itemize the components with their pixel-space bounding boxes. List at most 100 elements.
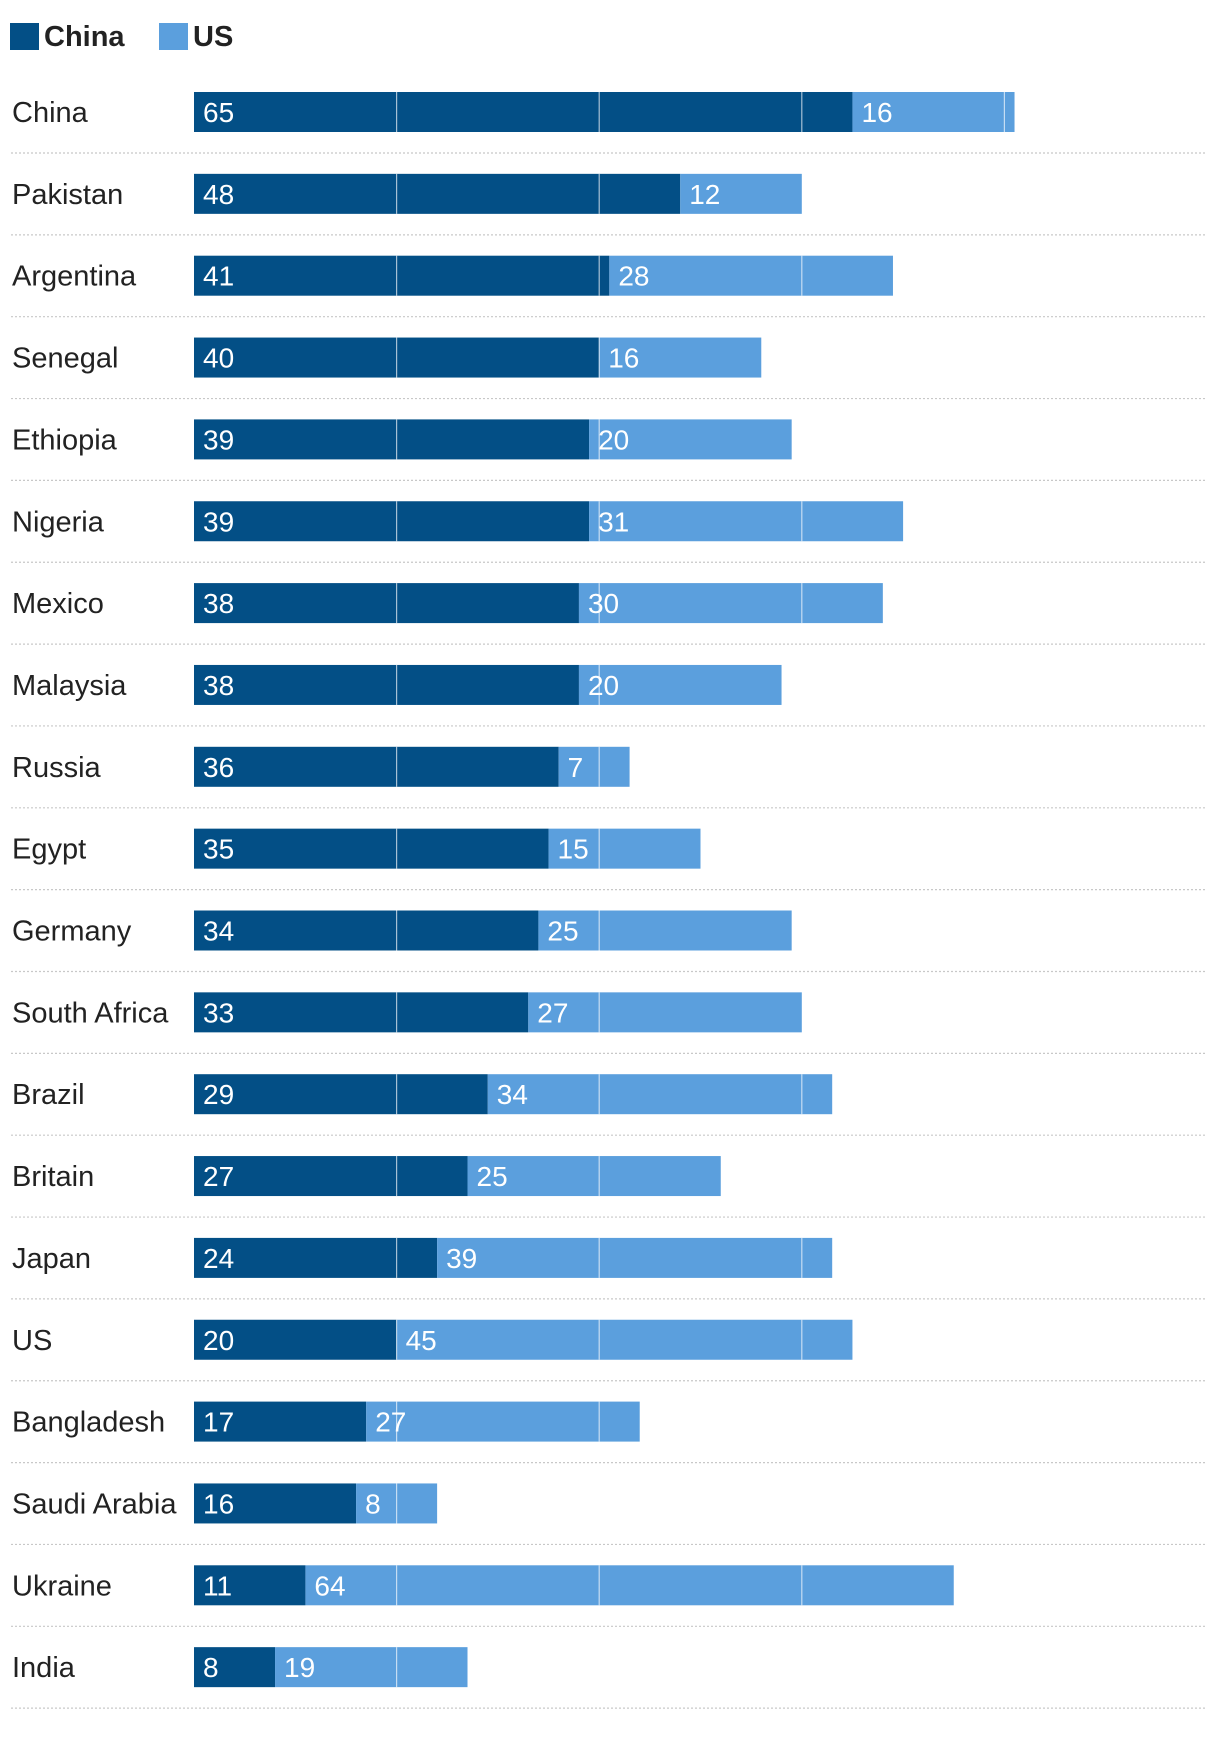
value-label-china-us: 20 [203,1325,234,1356]
bar-china-malaysia [194,664,579,705]
bar-us-ukraine [305,1565,954,1606]
value-label-us-india: 19 [284,1652,315,1683]
value-label-china-senegal: 40 [203,343,234,374]
value-label-us-pakistan: 12 [689,179,720,210]
value-label-us-russia: 7 [568,752,584,783]
category-label-pakistan: Pakistan [12,179,123,211]
value-label-us-nigeria: 31 [598,506,629,537]
category-label-saudi-arabia: Saudi Arabia [12,1488,177,1520]
bar-china-us [194,1319,397,1360]
category-label-nigeria: Nigeria [12,506,105,538]
bar-us-ethiopia [589,419,792,460]
legend-swatch-china [10,23,39,50]
value-label-china-britain: 27 [203,1161,234,1192]
value-label-us-argentina: 28 [618,261,649,292]
value-label-us-ethiopia: 20 [598,424,629,455]
value-label-china-japan: 24 [203,1243,234,1274]
bar-us-senegal [599,337,762,378]
bar-us-malaysia [578,664,782,705]
value-label-us-japan: 39 [446,1243,477,1274]
value-label-us-bangladesh: 27 [375,1407,406,1438]
bar-us-japan [437,1237,833,1278]
value-label-china-china: 65 [203,97,234,128]
category-label-russia: Russia [12,752,102,784]
value-label-us-us: 45 [406,1325,437,1356]
value-label-china-russia: 36 [203,752,234,783]
bar-china-ukraine [194,1565,306,1606]
value-label-china-germany: 34 [203,916,234,947]
value-label-china-nigeria: 39 [203,506,234,537]
value-label-us-senegal: 16 [608,343,639,374]
category-label-britain: Britain [12,1161,94,1193]
value-label-us-britain: 25 [477,1161,508,1192]
category-label-ukraine: Ukraine [12,1570,112,1602]
value-label-china-pakistan: 48 [203,179,234,210]
bar-china-brazil [194,1074,488,1115]
category-label-south-africa: South Africa [12,997,169,1029]
legend-label-china: China [44,21,125,53]
value-label-us-egypt: 15 [558,834,589,865]
category-label-brazil: Brazil [12,1079,85,1111]
value-label-china-ethiopia: 39 [203,424,234,455]
bar-china-south-africa [194,992,529,1033]
category-label-mexico: Mexico [12,588,104,620]
bar-us-britain [467,1156,721,1197]
value-label-us-saudi-arabia: 8 [365,1488,381,1519]
bar-china-mexico [194,583,579,624]
bar-us-us [396,1319,853,1360]
bar-us-brazil [487,1074,833,1115]
category-label-ethiopia: Ethiopia [12,424,118,456]
value-label-us-malaysia: 20 [588,670,619,701]
bar-us-argentina [609,255,893,296]
bar-china-ethiopia [194,419,590,460]
value-label-china-egypt: 35 [203,834,234,865]
bar-china-argentina [194,255,610,296]
value-label-us-mexico: 30 [588,588,619,619]
bar-us-pakistan [680,173,802,214]
value-label-us-brazil: 34 [497,1079,528,1110]
value-label-us-ukraine: 64 [314,1570,345,1601]
value-label-china-south-africa: 33 [203,997,234,1028]
category-label-india: India [12,1652,76,1684]
category-label-china: China [12,97,89,129]
value-label-us-south-africa: 27 [537,997,568,1028]
bar-us-mexico [578,583,883,624]
bar-china-russia [194,746,559,787]
bar-china-china [194,92,853,132]
value-label-china-india: 8 [203,1652,219,1683]
bar-china-egypt [194,828,549,869]
category-label-argentina: Argentina [12,261,137,293]
bar-china-britain [194,1156,468,1197]
value-label-china-bangladesh: 17 [203,1407,234,1438]
bar-us-india [275,1647,468,1688]
category-label-japan: Japan [12,1243,91,1275]
category-label-germany: Germany [12,916,132,948]
bar-us-egypt [548,828,701,869]
category-label-malaysia: Malaysia [12,670,127,702]
bar-us-south-africa [528,992,802,1033]
bar-china-india [194,1647,276,1688]
bar-us-china [852,92,1015,132]
legend-label-us: US [193,21,233,53]
bar-china-bangladesh [194,1401,367,1442]
value-label-china-ukraine: 11 [203,1570,232,1601]
category-label-us: US [12,1325,52,1357]
bar-us-germany [538,910,792,951]
category-label-senegal: Senegal [12,343,118,375]
legend-swatch-us [159,23,188,50]
value-label-china-saudi-arabia: 16 [203,1488,234,1519]
bar-china-nigeria [194,501,590,542]
value-label-us-germany: 25 [547,916,578,947]
value-label-china-brazil: 29 [203,1079,234,1110]
value-label-china-malaysia: 38 [203,670,234,701]
bar-china-germany [194,910,539,951]
category-label-bangladesh: Bangladesh [12,1407,165,1439]
bar-china-saudi-arabia [194,1483,357,1524]
value-label-china-argentina: 41 [203,261,234,292]
value-label-china-mexico: 38 [203,588,234,619]
bar-us-nigeria [589,501,904,542]
value-label-us-china: 16 [861,97,892,128]
bar-us-bangladesh [366,1401,640,1442]
